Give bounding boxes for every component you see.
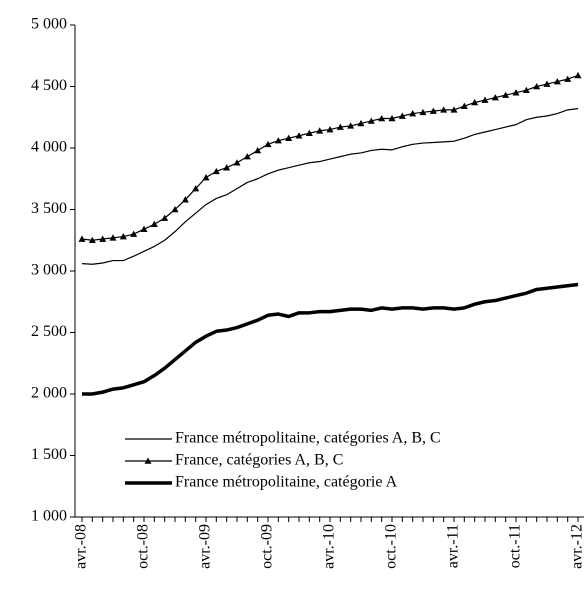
x-tick-label: avr.-11: [445, 524, 462, 568]
marker: [192, 185, 200, 192]
marker: [316, 127, 324, 134]
marker: [140, 225, 148, 232]
marker: [119, 233, 127, 240]
marker: [357, 119, 365, 127]
marker: [212, 167, 220, 175]
marker: [419, 108, 427, 116]
legend-label: France métropolitaine, catégorie A: [175, 474, 398, 491]
x-tick-label: oct.-11: [507, 524, 524, 568]
marker: [254, 146, 262, 154]
marker: [409, 110, 417, 117]
x-tick-label: avr.-08: [73, 524, 90, 569]
marker: [491, 94, 499, 101]
marker: [440, 106, 448, 113]
y-tick-label: 2 500: [31, 323, 67, 340]
marker: [471, 98, 479, 106]
marker: [543, 80, 551, 87]
x-tick-label: avr.-10: [321, 524, 338, 569]
x-tick-label: avr.-12: [569, 524, 586, 569]
marker: [202, 174, 210, 181]
marker: [367, 117, 375, 124]
marker: [326, 126, 334, 133]
y-tick-label: 3 500: [31, 200, 67, 217]
marker: [429, 107, 437, 114]
y-tick-label: 2 000: [31, 385, 67, 402]
marker: [243, 153, 251, 160]
marker: [109, 234, 117, 241]
marker: [161, 214, 169, 221]
marker: [450, 106, 458, 113]
marker: [460, 102, 468, 109]
series-line: [81, 74, 579, 241]
legend-box: [120, 428, 578, 502]
marker: [78, 235, 86, 242]
marker: [99, 235, 107, 242]
marker: [88, 236, 96, 244]
marker: [274, 137, 282, 144]
marker: [336, 123, 344, 130]
y-tick-label: 5 000: [31, 16, 67, 33]
y-tick-label: 4 000: [31, 139, 67, 156]
marker: [398, 112, 406, 119]
legend-label: France, catégories A, B, C: [175, 452, 343, 469]
marker: [295, 132, 303, 139]
marker: [305, 129, 313, 137]
marker: [223, 164, 231, 171]
marker: [347, 122, 355, 129]
x-tick-label: oct.-08: [135, 524, 152, 569]
y-tick-label: 4 500: [31, 77, 67, 94]
marker: [522, 86, 530, 93]
marker: [481, 96, 489, 103]
y-tick-label: 1 000: [31, 508, 67, 525]
marker: [150, 220, 158, 228]
y-tick-label: 1 500: [31, 446, 67, 463]
marker: [553, 78, 561, 85]
marker: [181, 196, 189, 203]
marker: [285, 134, 293, 141]
marker: [533, 83, 541, 90]
marker: [378, 114, 386, 122]
marker: [512, 89, 520, 96]
y-tick-label: 3 000: [31, 262, 67, 279]
marker: [564, 75, 572, 82]
marker: [171, 206, 179, 213]
x-tick-label: oct.-09: [259, 524, 276, 569]
marker: [264, 140, 272, 148]
marker: [233, 159, 241, 166]
marker: [388, 114, 396, 122]
x-tick-label: avr.-09: [197, 524, 214, 569]
marker: [574, 71, 582, 79]
marker: [130, 230, 138, 237]
marker: [502, 91, 510, 98]
legend-marker: [144, 457, 152, 464]
legend-label: France métropolitaine, catégories A, B, …: [175, 430, 441, 447]
series-line: [82, 282, 579, 396]
series-line: [81, 108, 579, 265]
x-tick-label: oct.-10: [383, 524, 400, 569]
